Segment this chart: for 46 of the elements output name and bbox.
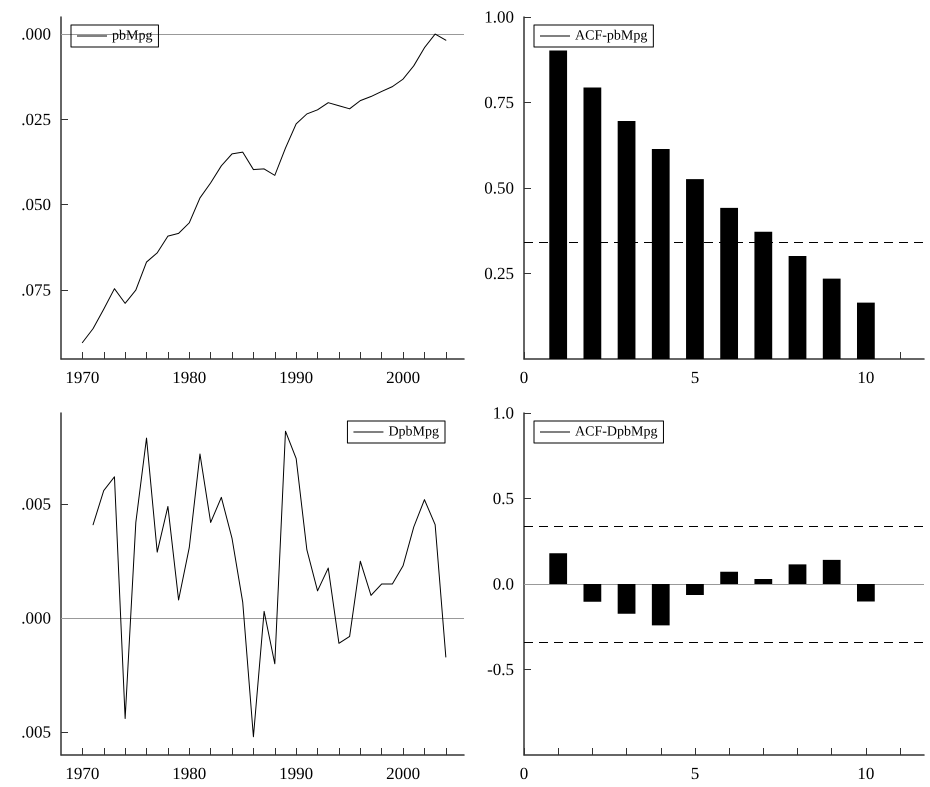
bar xyxy=(720,572,738,584)
bar xyxy=(686,584,704,595)
bar xyxy=(856,302,875,359)
x-tick-label: 1980 xyxy=(172,764,206,783)
x-tick-label: 0 xyxy=(520,368,528,387)
x-tick-label: 1970 xyxy=(65,764,100,783)
y-tick-label: 1.00 xyxy=(484,8,514,26)
bar xyxy=(788,256,806,359)
y-tick-label: 0.25 xyxy=(484,264,514,283)
x-tick-label: 2000 xyxy=(386,368,420,387)
y-tick-label: 0.5 xyxy=(492,489,514,508)
legend-label: ACF-DpbMpg xyxy=(575,424,658,440)
x-tick-label: 1970 xyxy=(65,368,100,387)
legend-label: DpbMpg xyxy=(388,424,440,440)
y-tick-label: 0.75 xyxy=(484,93,514,112)
legend-label: pbMpg xyxy=(112,28,152,44)
bar xyxy=(652,584,670,626)
bar xyxy=(822,560,841,584)
y-tick-label: 0.0 xyxy=(492,574,514,594)
x-tick-label: 10 xyxy=(857,764,874,783)
y-tick-label: -0.5 xyxy=(487,660,514,679)
bar xyxy=(583,584,602,602)
x-tick-label: 5 xyxy=(690,368,700,387)
x-tick-label: 5 xyxy=(690,764,700,783)
y-tick-label: .025 xyxy=(21,110,51,129)
bar xyxy=(549,553,568,584)
y-tick-label: 0.50 xyxy=(484,178,514,198)
y-tick-label: .000 xyxy=(21,24,51,44)
y-tick-label: .005 xyxy=(21,494,51,514)
y-tick-label: 1.0 xyxy=(492,404,514,422)
y-tick-label: .075 xyxy=(21,280,51,300)
x-tick-label: 1990 xyxy=(279,368,314,387)
x-tick-label: 2000 xyxy=(386,764,420,783)
bar xyxy=(856,584,875,602)
bar xyxy=(618,584,636,614)
x-tick-label: 10 xyxy=(857,368,874,387)
bar xyxy=(788,564,806,584)
bar xyxy=(822,278,841,359)
y-tick-label: .000 xyxy=(21,608,51,628)
x-tick-label: 0 xyxy=(520,764,528,783)
y-tick-label: .050 xyxy=(21,195,51,214)
y-tick-label: .005 xyxy=(21,722,51,742)
bar xyxy=(754,579,772,584)
legend-label: ACF-pbMpg xyxy=(575,28,648,44)
x-tick-label: 1980 xyxy=(172,368,206,387)
x-tick-label: 1990 xyxy=(279,764,314,783)
